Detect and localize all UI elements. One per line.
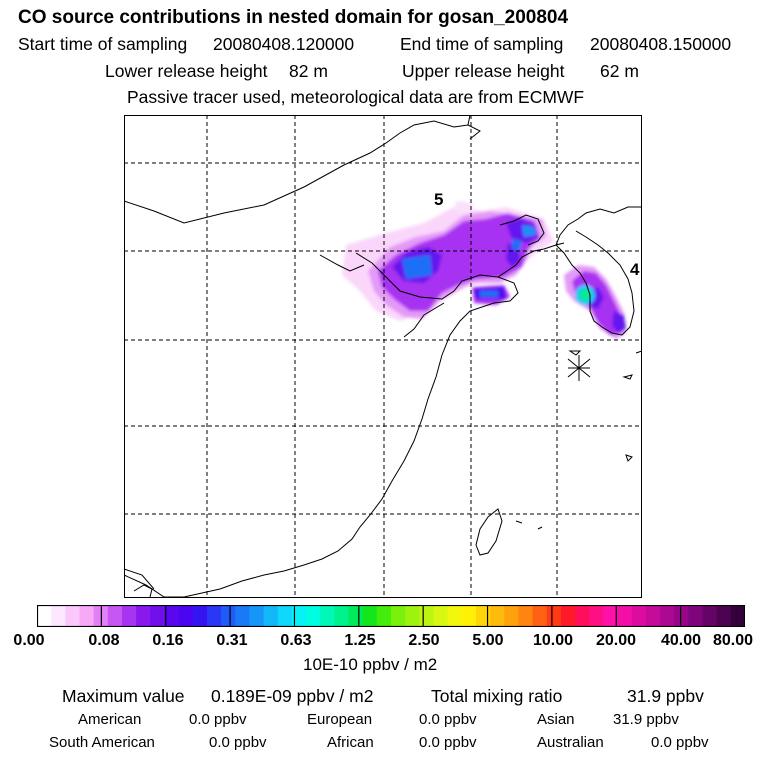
colorbar-swatch <box>730 605 745 627</box>
colorbar-swatch <box>178 605 194 627</box>
colorbar-tick-8: 10.00 <box>532 632 574 649</box>
colorbar-swatch <box>546 605 562 627</box>
colorbar-frame <box>37 605 745 627</box>
colorbar-swatch <box>150 605 166 627</box>
colorbar-tick-9: 20.00 <box>595 632 637 649</box>
colorbar-swatch <box>560 605 576 627</box>
colorbar-tick-10: 40.00 <box>660 632 702 649</box>
colorbar-swatch <box>490 605 505 627</box>
upper-height-value: 62 m <box>600 61 639 81</box>
colorbar-swatch <box>645 605 661 627</box>
colorbar-swatch <box>405 605 420 627</box>
end-time-value: 20080408.150000 <box>590 34 732 54</box>
region-asian-value: 31.9 ppbv <box>613 711 679 728</box>
colorbar-swatch <box>589 605 604 627</box>
colorbar-swatch <box>688 605 704 627</box>
colorbar-swatch <box>702 605 718 627</box>
colorbar-swatch <box>348 605 364 627</box>
colorbar-swatch <box>617 605 633 627</box>
region-south-american-label: South American <box>49 734 155 751</box>
colorbar-swatch <box>320 605 335 627</box>
region-south-american-value: 0.0 ppbv <box>209 734 267 751</box>
colorbar-swatch <box>391 605 406 627</box>
end-time-label: End time of sampling <box>400 34 564 54</box>
region-european-value: 0.0 ppbv <box>419 711 477 728</box>
lat-lon-grid <box>124 115 642 598</box>
colorbar-swatch <box>660 605 675 627</box>
colorbar-swatch <box>136 605 151 627</box>
colorbar-swatch <box>51 605 66 627</box>
day-label-4: 4 <box>630 260 640 279</box>
region-asian-label: Asian <box>537 711 575 728</box>
colorbar-swatch <box>475 605 491 627</box>
region-european-label: European <box>307 711 373 728</box>
colorbar-swatch <box>433 605 449 627</box>
upper-height-label: Upper release height <box>402 61 565 81</box>
lower-height-value: 82 m <box>289 61 328 81</box>
colorbar-swatch <box>192 605 208 627</box>
colorbar-swatch <box>532 605 548 627</box>
colorbar-swatch <box>575 605 590 627</box>
colorbar-tick-1: 0.08 <box>88 632 120 649</box>
region-american-value: 0.0 ppbv <box>189 711 247 728</box>
plot-title: CO source contributions in nested domain… <box>18 7 569 28</box>
colorbar-swatch <box>306 605 321 627</box>
colorbar-swatch <box>376 605 392 627</box>
colorbar-swatch <box>716 605 732 627</box>
colorbar-swatch <box>631 605 647 627</box>
colorbar-unit: 10E-10 ppbv / m2 <box>303 655 438 674</box>
footprint-map: 5 4 <box>124 115 642 598</box>
colorbar-swatch <box>121 605 137 627</box>
colorbar-swatch <box>79 605 95 627</box>
colorbar-swatch <box>362 605 378 627</box>
colorbar-tick-7: 5.00 <box>472 632 504 649</box>
map-frame <box>124 115 642 598</box>
colorbar-swatch <box>263 605 279 627</box>
concentration-field <box>342 201 626 339</box>
region-australian-value: 0.0 ppbv <box>651 734 709 751</box>
colorbar-swatch <box>164 605 180 627</box>
max-value: 0.189E-09 ppbv / m2 <box>211 686 374 706</box>
region-australian-label: Australian <box>537 734 604 751</box>
colorbar-swatch <box>461 605 477 627</box>
colorbar-tick-11: 80.00 <box>712 632 754 649</box>
start-time-value: 20080408.120000 <box>213 34 355 54</box>
colorbar-swatch <box>65 605 81 627</box>
total-mixing-label: Total mixing ratio <box>431 686 563 706</box>
colorbar-swatch <box>603 605 619 627</box>
max-value-label: Maximum value <box>62 686 185 706</box>
lower-height-label: Lower release height <box>105 61 268 81</box>
colorbar-swatch <box>235 605 250 627</box>
colorbar-tick-5: 1.25 <box>344 632 376 649</box>
colorbar-swatch <box>221 605 236 627</box>
colorbar-swatch <box>504 605 520 627</box>
colorbar-swatch <box>206 605 222 627</box>
colorbar-swatch <box>674 605 689 627</box>
region-african-label: African <box>327 734 374 751</box>
colorbar-tick-6: 2.50 <box>408 632 440 649</box>
colorbar-swatch <box>37 605 52 627</box>
colorbar-swatch <box>447 605 463 627</box>
region-american-label: American <box>78 711 142 728</box>
colorbar-swatch <box>107 605 123 627</box>
start-time-label: Start time of sampling <box>18 34 188 54</box>
colorbar-swatch <box>334 605 350 627</box>
day-label-5: 5 <box>434 190 443 209</box>
colorbar-swatch <box>419 605 435 627</box>
tracer-note: Passive tracer used, meteorological data… <box>127 87 585 107</box>
colorbar <box>37 605 745 627</box>
colorbar-tick-0: 0.00 <box>13 632 45 649</box>
total-mixing-value: 31.9 ppbv <box>627 686 704 706</box>
colorbar-tick-3: 0.31 <box>216 632 248 649</box>
colorbar-swatch <box>249 605 265 627</box>
colorbar-tick-2: 0.16 <box>152 632 184 649</box>
colorbar-swatch <box>291 605 307 627</box>
region-african-value: 0.0 ppbv <box>419 734 477 751</box>
colorbar-swatch <box>277 605 293 627</box>
colorbar-swatch <box>518 605 534 627</box>
coastlines <box>124 115 642 598</box>
colorbar-tick-4: 0.63 <box>280 632 312 649</box>
star-marker <box>567 355 591 381</box>
